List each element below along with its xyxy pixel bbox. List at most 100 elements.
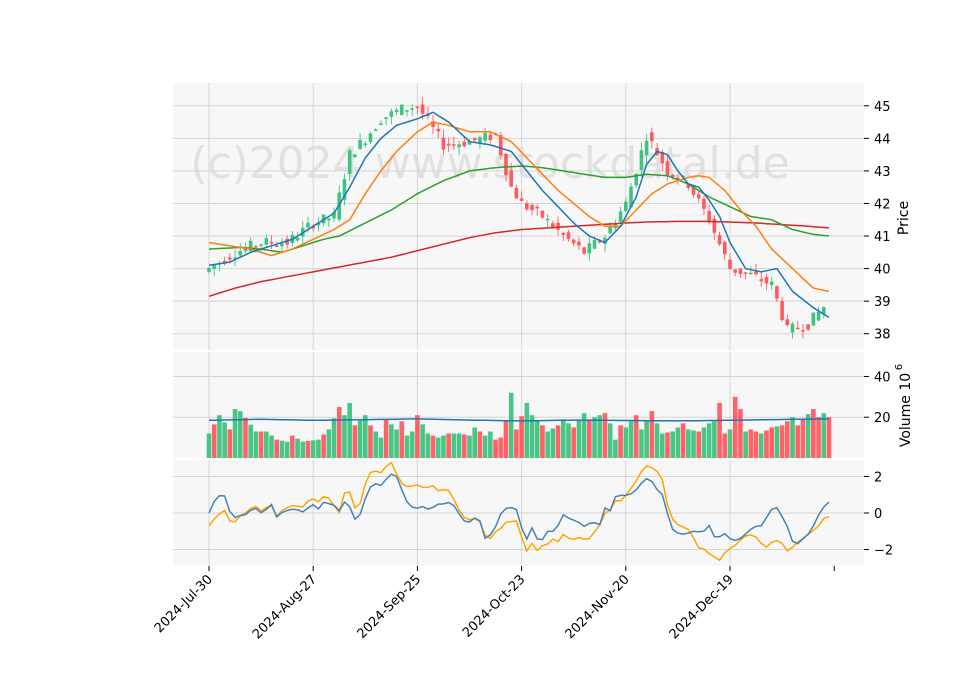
volume-bar [305, 441, 311, 458]
candle-body [566, 232, 571, 239]
candle-body [811, 312, 816, 326]
candle-body [749, 272, 753, 275]
volume-bar [665, 432, 670, 458]
volume-bar [811, 409, 816, 458]
candle-body [248, 240, 253, 252]
volume-bar [732, 396, 738, 458]
volume-bar [274, 439, 280, 458]
volume-bar [363, 415, 368, 458]
volume-bar [696, 431, 702, 458]
moving-average-fast-line [208, 111, 830, 319]
candle-body [342, 179, 347, 200]
candle-body [457, 144, 461, 148]
candle-body [795, 327, 800, 330]
volume-bar [758, 433, 764, 458]
candle-body [467, 141, 472, 145]
candle-body [353, 154, 357, 158]
price-tick-label: 43 [874, 165, 891, 180]
candle-body [821, 307, 826, 315]
candle-body [743, 272, 748, 274]
candle-body [373, 129, 378, 131]
candle-body [556, 222, 560, 230]
volume-bar [769, 427, 774, 458]
volume-bar [467, 435, 472, 458]
volume-bar [774, 426, 780, 458]
candle-body [238, 250, 243, 256]
price-tick-label: 38 [874, 328, 891, 343]
candle-body [597, 241, 602, 243]
volume-bar [404, 435, 410, 458]
candle-body [665, 161, 670, 175]
volume-bar [279, 440, 285, 458]
oscillator-main-line [208, 473, 830, 545]
volume-bar [295, 438, 300, 458]
volume-bar [237, 411, 243, 458]
price-tick-label: 42 [874, 197, 891, 212]
candle-body [618, 211, 623, 222]
candle-body [264, 238, 269, 245]
candle-body [368, 133, 373, 142]
x-tick-label: 2024-Oct-23 [460, 572, 528, 640]
candle-body [764, 277, 769, 284]
volume-bar [618, 425, 623, 458]
volume-bar [435, 437, 441, 458]
volume-bar [420, 424, 425, 458]
candle-body [592, 240, 597, 249]
price-tick-label: 39 [874, 295, 891, 310]
volume-bar [571, 427, 576, 458]
volume-bar [399, 421, 405, 458]
candle-body [670, 174, 675, 178]
candle-body [728, 259, 732, 270]
volume-bar [581, 413, 587, 458]
volume-bar [206, 433, 212, 458]
volume-bar [472, 427, 478, 458]
volume-bar [394, 429, 399, 458]
candle-body [207, 267, 211, 272]
candle-body [577, 241, 581, 246]
volume-bar [248, 424, 253, 458]
candle-body [452, 144, 456, 146]
candle-body [801, 330, 805, 332]
candle-body [634, 173, 639, 186]
price-panel: 38 39 40 41 42 43 44 45 (c)2024 www.stockdatal.d… [173, 83, 912, 350]
volume-bar [243, 417, 248, 458]
candle-body [280, 243, 284, 247]
volume-bar [373, 431, 379, 458]
volume-bar [488, 431, 493, 458]
candle-body [816, 311, 821, 321]
candle-body [446, 143, 451, 146]
candle-body [530, 204, 534, 211]
candle-body [316, 222, 321, 226]
volume-bars-group [206, 392, 832, 458]
volume-bar [222, 422, 227, 458]
volume-bar [560, 419, 566, 458]
volume-bar [727, 429, 733, 458]
candle-body [660, 151, 665, 164]
candle-body [587, 243, 592, 254]
volume-bar [378, 437, 384, 458]
x-tick-label: 2024-Aug-27 [250, 572, 320, 642]
candle-body [274, 245, 279, 248]
candle-body [212, 265, 217, 270]
volume-bar [805, 414, 811, 458]
volume-bar [738, 409, 743, 458]
candle-body [389, 111, 394, 117]
volume-bar [602, 413, 608, 458]
candle-body [431, 121, 435, 127]
x-tick-label: 2024-Sep-25 [355, 572, 425, 642]
candle-body [545, 218, 550, 221]
volume-bar [675, 427, 681, 458]
volume-bar [456, 433, 462, 458]
volume-bar [326, 429, 332, 458]
volume-bar [514, 429, 519, 458]
volume-bar [503, 421, 509, 458]
candle-body [540, 210, 545, 218]
candle-body [472, 137, 477, 141]
price-axis-label: Price [896, 201, 912, 235]
candle-body [722, 241, 727, 255]
volume-bar [227, 429, 233, 458]
volume-bar [310, 440, 316, 458]
candle-body [462, 141, 467, 147]
volume-bar [680, 423, 686, 458]
